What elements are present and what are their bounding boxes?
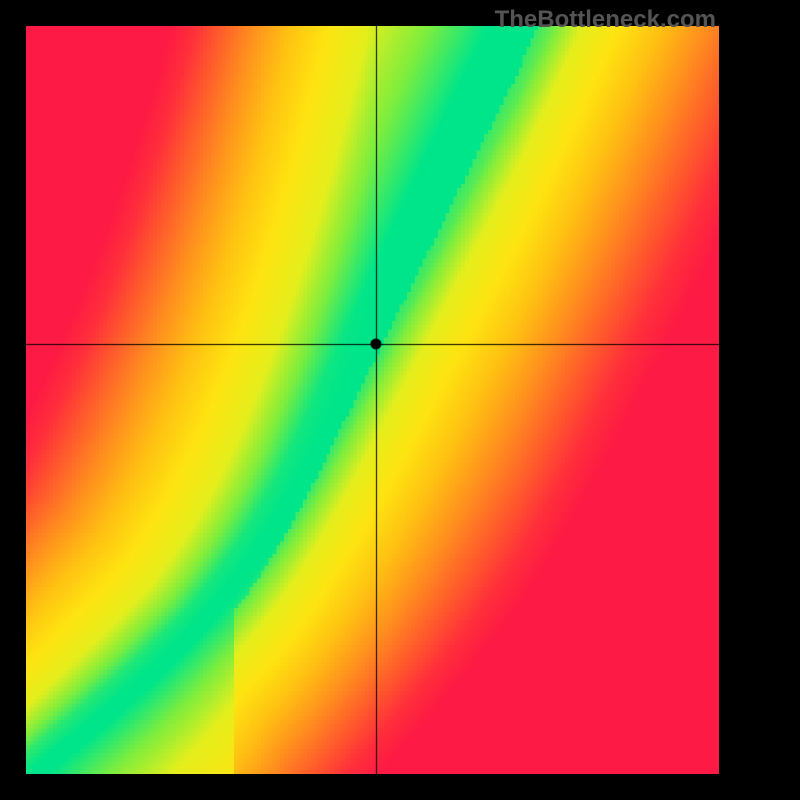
watermark-text: TheBottleneck.com — [495, 6, 716, 34]
overlay-canvas — [26, 26, 719, 774]
chart-container: TheBottleneck.com — [0, 0, 800, 800]
